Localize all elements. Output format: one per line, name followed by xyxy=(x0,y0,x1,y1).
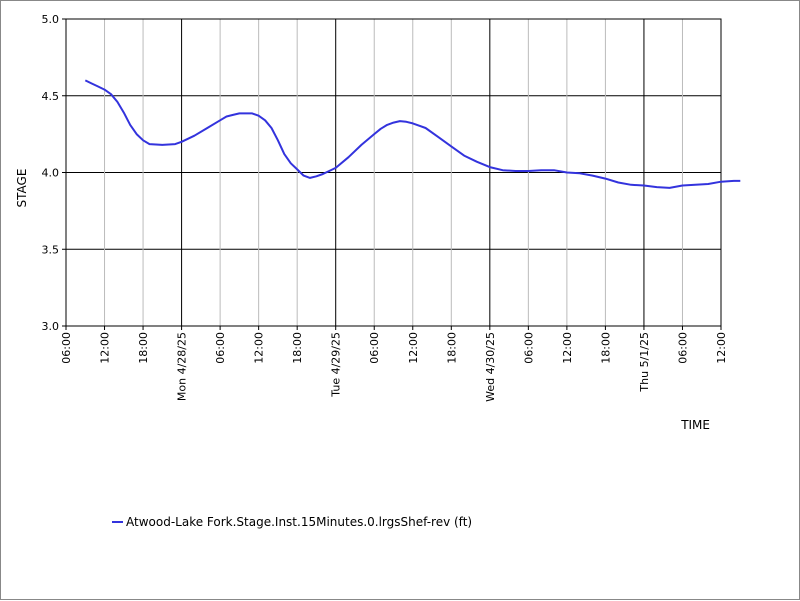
x-tick-label: 12:00 xyxy=(99,332,112,364)
y-tick-label: 3.0 xyxy=(42,320,60,333)
x-axis-title: TIME xyxy=(680,418,710,432)
y-tick-label: 4.0 xyxy=(42,167,60,180)
y-tick-label: 4.5 xyxy=(42,90,60,103)
x-tick-label: Thu 5/1/25 xyxy=(638,332,651,393)
x-tick-label: 12:00 xyxy=(715,332,728,364)
y-axis-title: STAGE xyxy=(15,169,29,208)
x-tick-label: 06:00 xyxy=(60,332,73,364)
legend: Atwood-Lake Fork.Stage.Inst.15Minutes.0.… xyxy=(112,515,472,529)
x-tick-label: 06:00 xyxy=(522,332,535,364)
x-tick-label: 18:00 xyxy=(445,332,458,364)
x-tick-label: 12:00 xyxy=(561,332,574,364)
y-tick-label: 3.5 xyxy=(42,243,60,256)
x-tick-label: 06:00 xyxy=(214,332,227,364)
x-tick-label: 06:00 xyxy=(676,332,689,364)
x-tick-label: 12:00 xyxy=(407,332,420,364)
x-tick-label: 18:00 xyxy=(599,332,612,364)
legend-label: Atwood-Lake Fork.Stage.Inst.15Minutes.0.… xyxy=(126,515,472,529)
x-axis-ticks: 06:00 12:00 18:00 Mon 4/28/25 06:00 12:00 18:0… xyxy=(60,326,728,402)
y-axis-ticks: 3.0 3.5 4.0 4.5 5.0 xyxy=(42,13,66,333)
x-tick-label: Mon 4/28/25 xyxy=(176,332,189,401)
x-tick-label: 12:00 xyxy=(253,332,266,364)
x-tick-label: Tue 4/29/25 xyxy=(330,332,343,398)
series-line xyxy=(84,79,741,189)
y-tick-label: 5.0 xyxy=(42,13,60,26)
x-tick-label: 18:00 xyxy=(137,332,150,364)
x-tick-label: Wed 4/30/25 xyxy=(484,332,497,402)
grid xyxy=(66,18,721,327)
series-layer xyxy=(84,79,741,189)
x-tick-label: 18:00 xyxy=(291,332,304,364)
x-tick-label: 06:00 xyxy=(368,332,381,364)
